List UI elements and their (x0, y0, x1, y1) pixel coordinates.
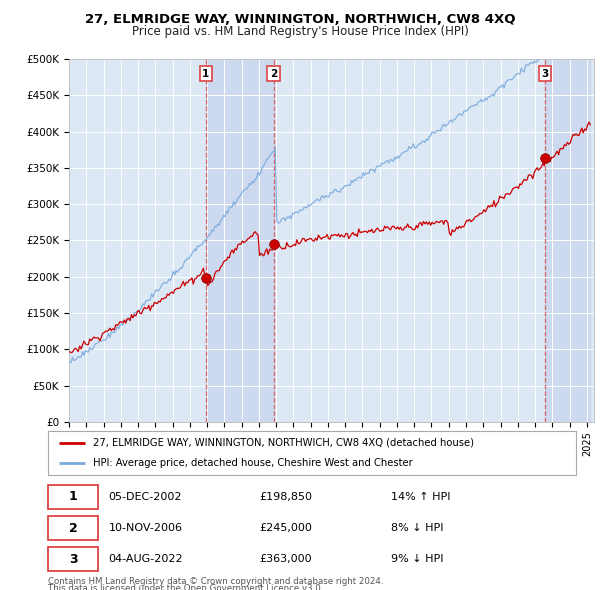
Bar (545, 59, 590, 422)
Text: This data is licensed under the Open Government Licence v3.0.: This data is licensed under the Open Gov… (48, 584, 323, 590)
FancyBboxPatch shape (48, 547, 98, 572)
Text: 05-DEC-2002: 05-DEC-2002 (109, 492, 182, 502)
Bar (206, 59, 274, 422)
Text: £198,850: £198,850 (259, 492, 312, 502)
Text: 1: 1 (69, 490, 77, 503)
Text: 10-NOV-2006: 10-NOV-2006 (109, 523, 183, 533)
Text: Price paid vs. HM Land Registry's House Price Index (HPI): Price paid vs. HM Land Registry's House … (131, 25, 469, 38)
Text: 3: 3 (69, 553, 77, 566)
Text: £245,000: £245,000 (259, 523, 312, 533)
Text: 2: 2 (270, 68, 277, 78)
Text: £363,000: £363,000 (259, 554, 312, 564)
Text: 1: 1 (202, 68, 209, 78)
Text: 9% ↓ HPI: 9% ↓ HPI (391, 554, 444, 564)
Text: 2: 2 (69, 522, 77, 535)
Text: Contains HM Land Registry data © Crown copyright and database right 2024.: Contains HM Land Registry data © Crown c… (48, 577, 383, 586)
Text: 27, ELMRIDGE WAY, WINNINGTON, NORTHWICH, CW8 4XQ (detached house): 27, ELMRIDGE WAY, WINNINGTON, NORTHWICH,… (93, 438, 474, 448)
Text: 14% ↑ HPI: 14% ↑ HPI (391, 492, 451, 502)
Text: 8% ↓ HPI: 8% ↓ HPI (391, 523, 444, 533)
Text: 3: 3 (542, 68, 549, 78)
Text: 04-AUG-2022: 04-AUG-2022 (109, 554, 184, 564)
FancyBboxPatch shape (48, 484, 98, 509)
FancyBboxPatch shape (48, 516, 98, 540)
Text: 27, ELMRIDGE WAY, WINNINGTON, NORTHWICH, CW8 4XQ: 27, ELMRIDGE WAY, WINNINGTON, NORTHWICH,… (85, 13, 515, 26)
Text: HPI: Average price, detached house, Cheshire West and Chester: HPI: Average price, detached house, Ches… (93, 458, 413, 468)
